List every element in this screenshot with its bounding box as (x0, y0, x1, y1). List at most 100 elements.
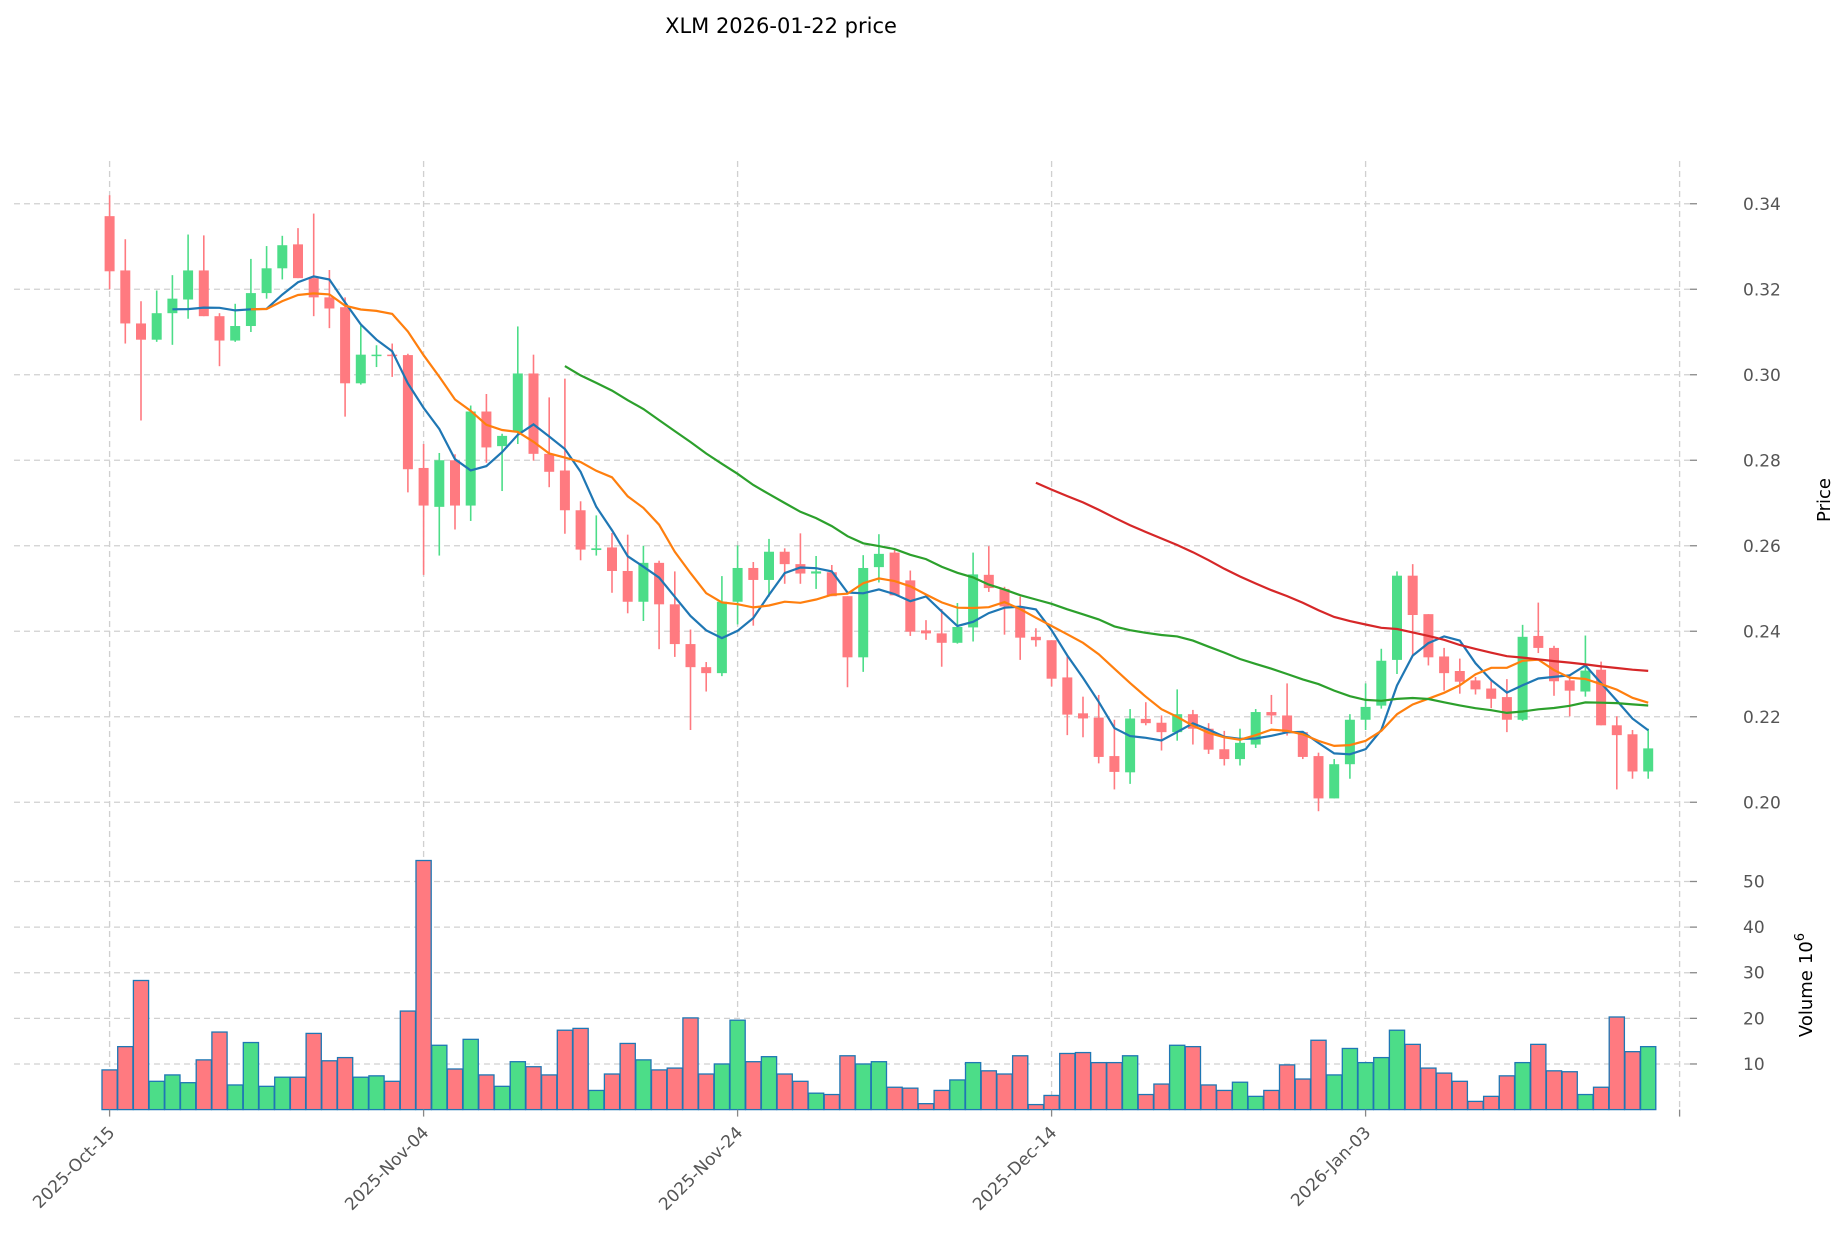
candle (811, 556, 822, 589)
candle-body (230, 326, 241, 341)
candle (842, 596, 853, 688)
candle (308, 213, 319, 317)
candle-body (701, 667, 712, 674)
y-tick-label: 0.26 (1743, 537, 1781, 557)
candle-body (638, 562, 649, 602)
volume-bar (1231, 1081, 1249, 1111)
candle-body (622, 570, 633, 602)
candle (1344, 714, 1355, 779)
volume-bar (697, 1073, 715, 1111)
volume-bar (839, 1055, 856, 1111)
candle-body (104, 216, 115, 272)
candle (1486, 680, 1497, 709)
volume-axis-label: Volume 106 (1793, 933, 1817, 1037)
y-tick-label: 0.20 (1743, 793, 1781, 813)
candle-body (1046, 640, 1057, 679)
volume-bar (478, 1074, 495, 1111)
candle-body (512, 373, 523, 433)
volume-bar (823, 1093, 841, 1111)
candle (465, 405, 476, 521)
candle (999, 586, 1010, 635)
candle-body (1517, 636, 1528, 720)
candle-body (685, 644, 696, 668)
candle (654, 560, 665, 650)
candle-body (1297, 732, 1308, 757)
volume-tick-label: 20 (1743, 1009, 1765, 1029)
candle-body (983, 574, 994, 589)
volume-bar (1278, 1064, 1296, 1111)
candle-body (1580, 670, 1591, 692)
candle-body (732, 567, 743, 602)
candle (1376, 648, 1387, 709)
candle-body (1533, 635, 1544, 648)
y-tick-label: 0.24 (1743, 622, 1781, 642)
volume-bar (1624, 1051, 1641, 1111)
candle-body (1376, 660, 1387, 706)
volume-bar (321, 1060, 338, 1111)
candle-body (277, 245, 288, 269)
candle (104, 195, 115, 290)
candle (183, 234, 194, 319)
candle (1125, 709, 1136, 784)
candle-body (1266, 712, 1277, 716)
volume-tick-label: 40 (1743, 918, 1765, 938)
candle-body (889, 552, 900, 596)
candle-body (1501, 697, 1512, 720)
volume-bar (1247, 1095, 1264, 1111)
candle (764, 538, 774, 597)
candle-body (214, 316, 225, 341)
candle (795, 533, 806, 584)
candle (1140, 702, 1151, 726)
candle (1643, 728, 1654, 779)
volume-bar (619, 1042, 636, 1111)
x-tick-label: 2025-Nov-04 (341, 1123, 433, 1215)
volume-bar (1168, 1044, 1186, 1111)
volume-bar (164, 1074, 181, 1111)
volume-bar (1263, 1089, 1280, 1111)
candle (685, 629, 696, 731)
candle-body (434, 460, 445, 507)
candle (1250, 709, 1261, 748)
candle (198, 235, 209, 317)
volume-bar (917, 1103, 935, 1111)
volume-tick-label: 10 (1743, 1055, 1765, 1075)
volume-bar (729, 1019, 746, 1111)
candle-body (575, 510, 586, 550)
chart-title: XLM 2026-01-22 price (665, 14, 897, 38)
volume-bar (1577, 1093, 1594, 1111)
volume-bar (211, 1031, 228, 1111)
volume-bar (101, 1069, 118, 1111)
candle (1062, 656, 1073, 736)
candle (905, 570, 916, 636)
candle (1423, 614, 1434, 666)
candle (544, 397, 555, 488)
volume-bar (1592, 1086, 1610, 1111)
candle (293, 228, 303, 279)
volume-bar (1310, 1039, 1327, 1111)
volume-bar (1639, 1045, 1657, 1111)
volume-bar (886, 1086, 903, 1111)
candle (214, 313, 225, 367)
volume-bar (760, 1056, 778, 1111)
candle-body (167, 298, 178, 314)
volume-bar (807, 1092, 825, 1111)
volume-bar (1059, 1052, 1076, 1111)
candle-body (1156, 722, 1167, 733)
candle (669, 571, 680, 657)
volume-bar (1435, 1072, 1453, 1111)
candle-body (1109, 756, 1120, 772)
candle (1030, 628, 1041, 647)
volume-bar (242, 1041, 260, 1111)
candle-body (1344, 719, 1355, 765)
candle-body (669, 604, 680, 645)
moving-averages (172, 275, 1649, 756)
volume-bar (226, 1084, 244, 1111)
candle-body (1093, 717, 1104, 757)
candle (1203, 723, 1214, 754)
y-tick-label: 0.34 (1743, 195, 1781, 215)
volume-bar (1043, 1094, 1060, 1111)
candle (512, 326, 523, 445)
candle (716, 576, 727, 677)
candle (622, 534, 633, 614)
candle (1156, 715, 1167, 751)
